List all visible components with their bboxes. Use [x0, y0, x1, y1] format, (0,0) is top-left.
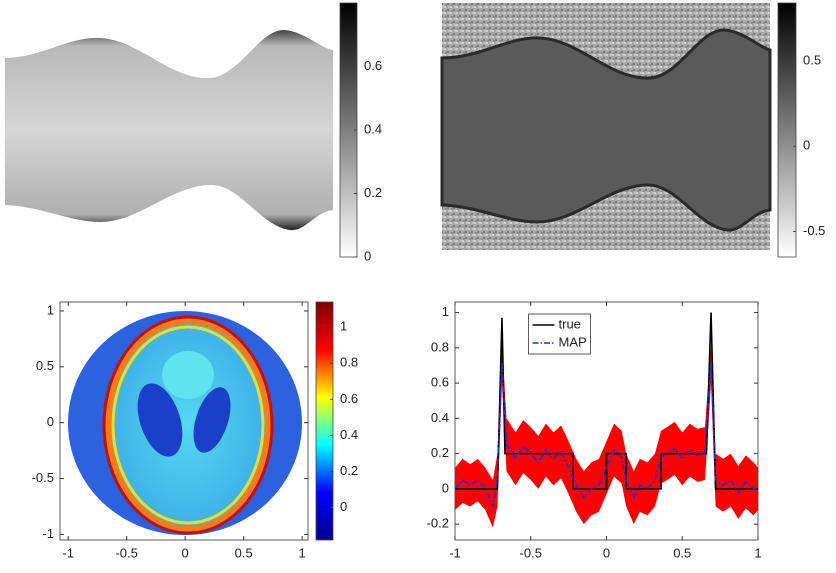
colorbar-tick-label: 1	[340, 319, 347, 334]
sinogram-image	[5, 29, 333, 231]
x-tick-label: 0.5	[235, 545, 253, 560]
x-tick-label: -0.5	[520, 545, 542, 560]
colorbar-tick-label: 0	[803, 138, 810, 153]
axes-box	[59, 301, 309, 541]
x-tick-label: -1	[62, 545, 74, 560]
y-tick-label: -0.5	[32, 470, 54, 485]
series-line	[454, 361, 758, 510]
colorbar-tick-label: 0.5	[803, 52, 821, 67]
x-tick-label: 1	[299, 545, 306, 560]
legend-box	[528, 313, 591, 355]
y-tick-label: -1	[42, 526, 54, 541]
colorbar-tick-label: 0	[364, 248, 371, 263]
colorbar-tick-label: 0.2	[364, 185, 382, 200]
y-tick-label: 0.2	[431, 445, 449, 460]
y-tick-label: 0.8	[431, 339, 449, 354]
y-tick-label: 0.6	[431, 375, 449, 390]
y-tick-label: 0.5	[36, 358, 54, 373]
colorbar-tick-label: 0.4	[364, 121, 382, 136]
series-line	[455, 312, 758, 490]
colorbar-tick-label: 0	[340, 499, 347, 514]
y-tick-label: 0	[442, 480, 449, 495]
colorbar-tick-label: 0.6	[340, 391, 358, 406]
x-tick-label: 0	[603, 545, 610, 560]
y-tick-label: 1	[442, 304, 449, 319]
y-tick-label: 1	[47, 302, 54, 317]
legend-label: true	[559, 316, 581, 331]
colorbar-tick-label: 0.2	[340, 463, 358, 478]
reconstruction-image	[68, 311, 302, 535]
x-tick-label: 1	[754, 545, 761, 560]
colorbar-tick-label: -0.5	[803, 223, 825, 238]
colorbar-tick-label: 0.4	[340, 427, 358, 442]
x-tick-label: -1	[449, 545, 461, 560]
colorbar	[777, 2, 797, 258]
y-tick-label: 0.4	[431, 410, 449, 425]
colorbar-tick-label: 0.8	[340, 355, 358, 370]
colorbar	[315, 301, 334, 541]
x-tick-label: 0	[182, 545, 189, 560]
residual-image	[440, 3, 772, 250]
x-tick-label: -0.5	[115, 545, 137, 560]
y-tick-label: -0.2	[427, 516, 449, 531]
y-tick-label: 0	[47, 414, 54, 429]
legend-label: MAP	[559, 334, 587, 349]
colorbar-tick-label: 0.6	[364, 58, 382, 73]
x-tick-label: 0.5	[673, 545, 691, 560]
sample-band	[455, 344, 758, 528]
